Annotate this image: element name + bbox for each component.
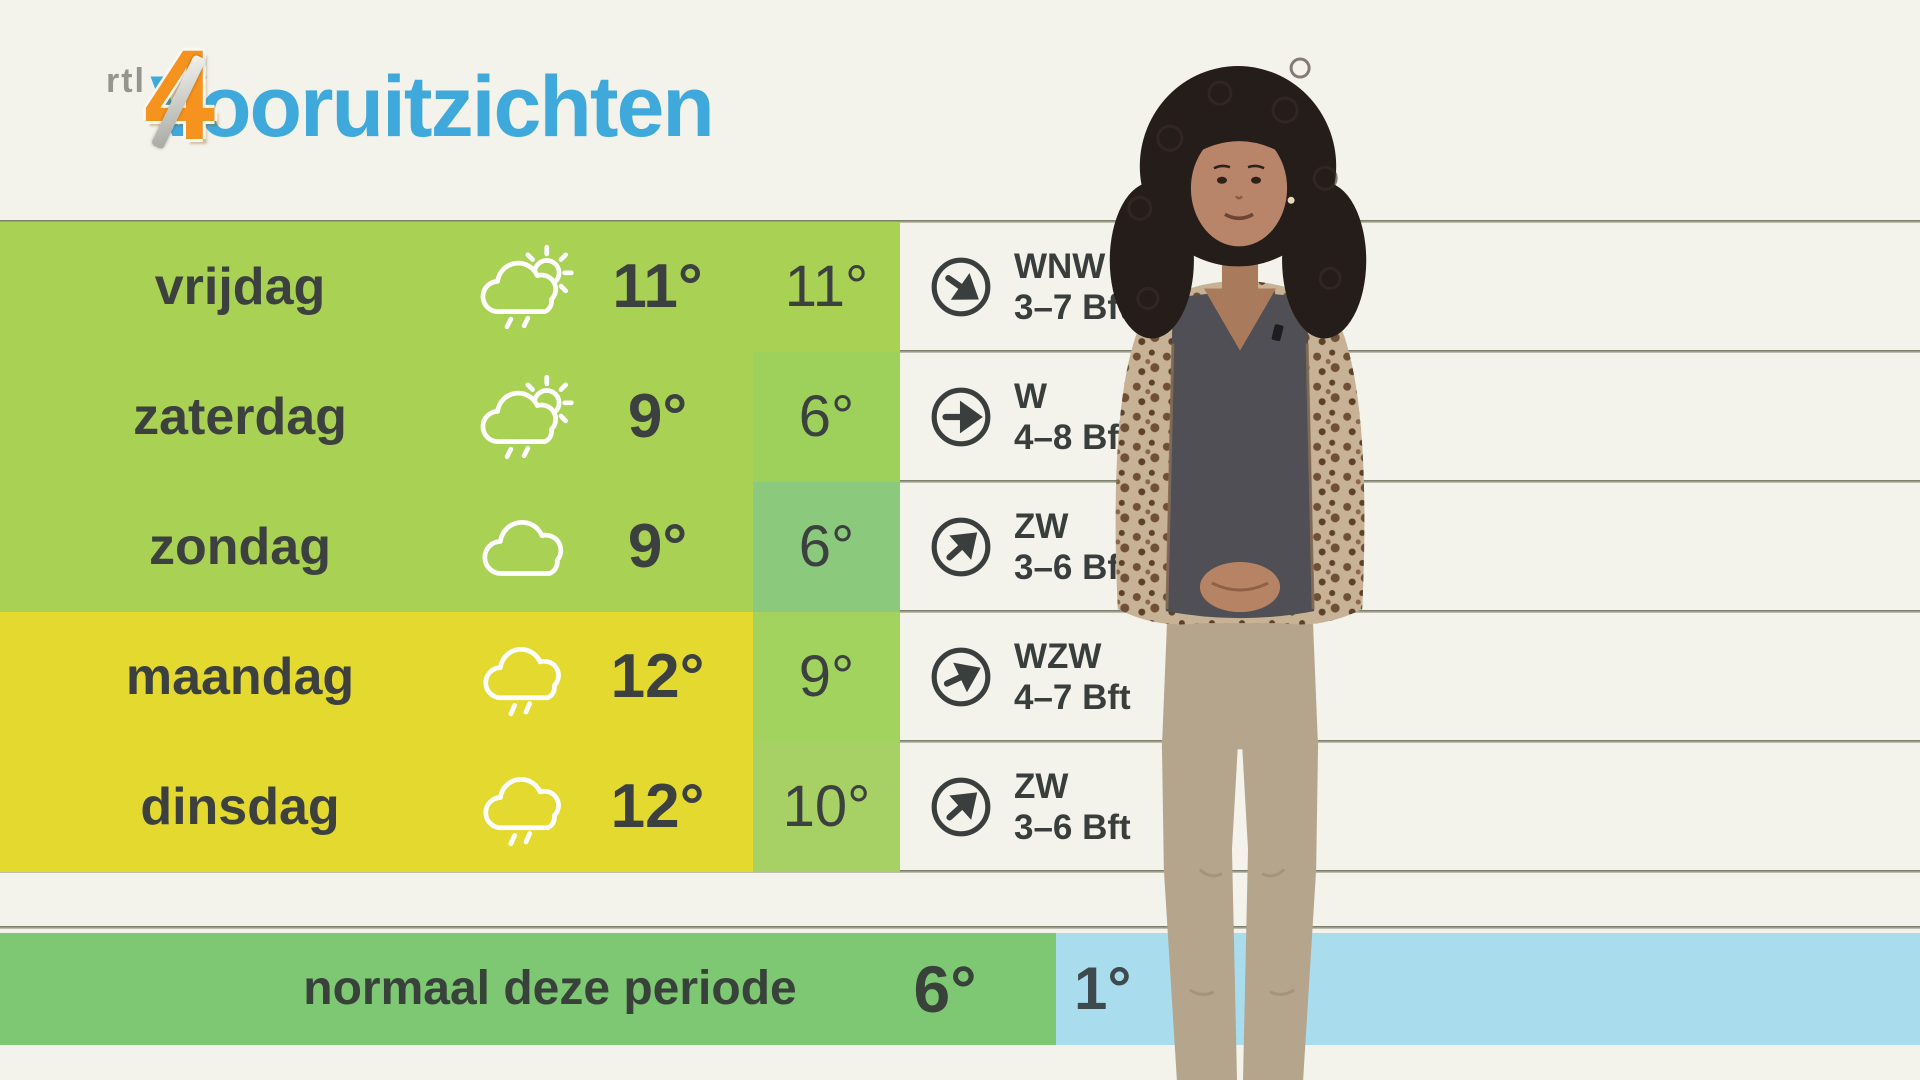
earring-icon	[1287, 196, 1295, 204]
row-divider	[0, 740, 1920, 743]
wind-direction-icon	[931, 387, 991, 447]
day-label: dinsdag	[140, 778, 340, 836]
sun-cloud-icon	[480, 374, 574, 460]
wind-direction-icon	[931, 777, 991, 837]
presenter-jeans	[1161, 601, 1319, 1080]
wind-direction: WNW	[1014, 247, 1106, 286]
sun-cloud-icon	[480, 244, 574, 330]
row-divider	[0, 926, 1920, 929]
presenter-hands	[1199, 561, 1281, 613]
table-row: vrijdag 11° 11°	[0, 222, 1920, 352]
day-label: maandag	[125, 648, 355, 706]
presenter-face-features	[1213, 164, 1265, 221]
cloud-icon	[482, 520, 564, 576]
wind-force: 3–6 Bft	[1014, 548, 1131, 587]
day-label: zondag	[149, 518, 331, 576]
min-temp: 6°	[753, 352, 900, 482]
normal-max-temp: 6°	[913, 952, 977, 1026]
table-row: zondag 9° 6° ZW 3–6 Bft	[0, 482, 1920, 612]
wind-direction-icon	[931, 257, 991, 317]
wind-direction-icon	[931, 647, 991, 707]
min-temp: 11°	[784, 254, 869, 319]
min-temp: 6°	[753, 482, 900, 612]
normal-min-temp: 1°	[1074, 955, 1132, 1022]
row-divider	[0, 480, 1920, 483]
row-divider	[0, 870, 1920, 873]
wind-info: ZW 3–6 Bft	[928, 742, 1131, 872]
rain-cloud-icon	[483, 777, 561, 847]
normal-period-label: normaal deze periode	[303, 962, 797, 1015]
table-row: dinsdag 12° 10° ZW 3–6 Bft	[0, 742, 1920, 872]
presenter	[1109, 57, 1367, 1080]
max-temp: 9°	[627, 512, 688, 581]
lapel-mic-icon	[1271, 324, 1284, 342]
rtl-logo-text: rtl	[106, 62, 146, 100]
wind-direction: W	[1014, 377, 1048, 416]
wind-force: 3–7 Bft	[1014, 288, 1131, 327]
wind-force: 3–6 Bft	[1014, 808, 1131, 847]
wind-force: 4–7 Bft	[1014, 678, 1131, 717]
table-row: zaterdag 9° 6° W	[0, 352, 1920, 482]
wind-direction: WZW	[1014, 637, 1102, 676]
min-temp: 10°	[753, 742, 900, 872]
wind-direction: ZW	[1014, 507, 1069, 546]
wind-info: WNW 3–7 Bft	[928, 222, 1131, 352]
wind-info: ZW 3–6 Bft	[928, 482, 1131, 612]
row-divider	[0, 350, 1920, 353]
day-label: zaterdag	[133, 388, 347, 446]
day-label: vrijdag	[154, 258, 326, 316]
wind-info: W 4–8 Bft	[928, 352, 1131, 482]
wind-info: WZW 4–7 Bft	[928, 612, 1131, 742]
presenter-top	[1165, 292, 1315, 619]
max-temp: 9°	[627, 382, 688, 451]
normal-period-bar: normaal deze periode 6° 1°	[0, 933, 1920, 1045]
page-title: Vooruitzichten	[150, 59, 715, 155]
presenter-face	[1190, 130, 1288, 247]
row-divider	[0, 610, 1920, 613]
max-temp: 12°	[610, 642, 705, 711]
table-row: maandag 12° 9° WZW 4–7 Bft	[0, 612, 1920, 742]
max-temp: 12°	[610, 772, 705, 841]
max-temp: 11°	[612, 252, 703, 321]
rain-cloud-icon	[483, 647, 561, 717]
wind-direction: ZW	[1014, 767, 1069, 806]
row-divider	[0, 220, 1920, 223]
wind-direction-icon	[931, 517, 991, 577]
wind-force: 4–8 Bft	[1014, 418, 1131, 457]
min-temp: 9°	[753, 612, 900, 742]
